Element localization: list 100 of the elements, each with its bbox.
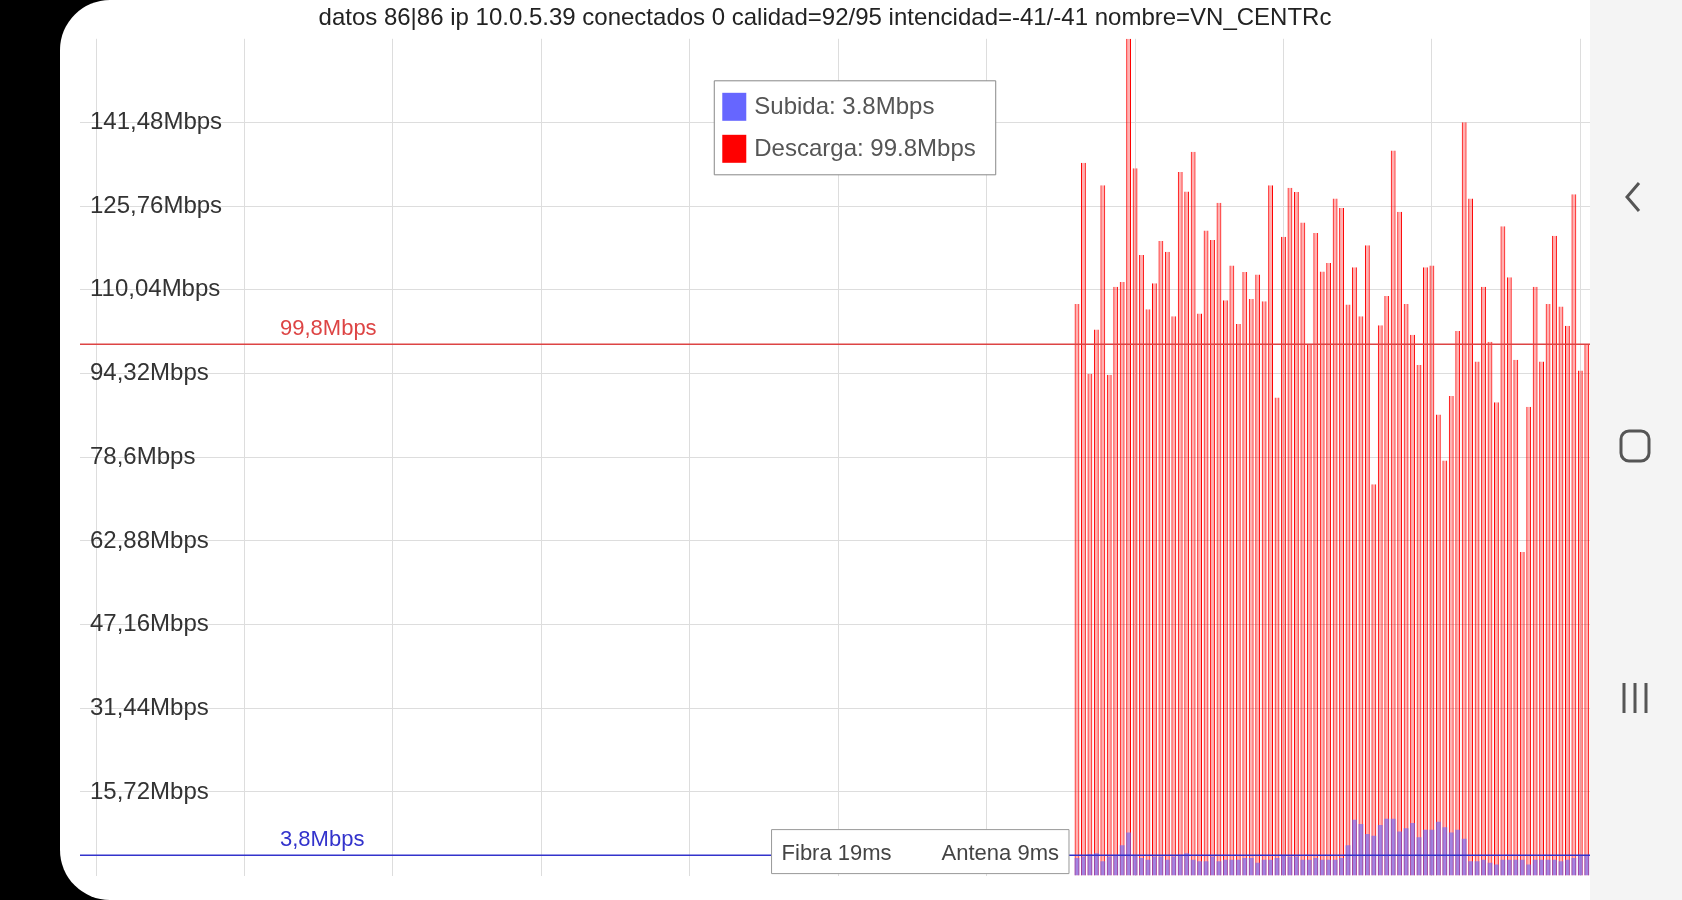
bar — [1403, 828, 1409, 876]
annotation: Antena 9ms — [941, 839, 1059, 865]
bar — [1119, 845, 1125, 876]
legend-label: Descarga: 99.8Mbps — [754, 134, 976, 162]
bar — [1377, 825, 1383, 876]
bar — [1461, 838, 1467, 876]
bar — [1177, 854, 1183, 876]
bar — [1255, 862, 1261, 876]
y-tick-label: 31,44Mbps — [90, 692, 209, 720]
bar — [1390, 818, 1396, 876]
bar — [1410, 822, 1415, 876]
annotation: Fibra 19ms — [781, 839, 892, 865]
bar — [1468, 198, 1474, 876]
bar — [1501, 226, 1505, 876]
bar — [1430, 265, 1434, 876]
bar — [1243, 271, 1247, 876]
bar — [1384, 818, 1390, 876]
bar — [1397, 211, 1403, 876]
y-tick-label: 94,32Mbps — [90, 358, 209, 386]
bar — [1158, 856, 1164, 876]
bar — [1506, 859, 1512, 876]
y-tick-label: 62,88Mbps — [90, 525, 209, 553]
bar — [1552, 859, 1557, 876]
bar — [1429, 829, 1435, 876]
bar — [1468, 861, 1474, 876]
bar — [1313, 858, 1319, 876]
bar — [1300, 859, 1306, 876]
bar — [1113, 854, 1119, 876]
bar — [1301, 222, 1305, 876]
bar — [1456, 331, 1460, 876]
bar — [1281, 854, 1286, 876]
bar — [1443, 460, 1447, 876]
bar — [1081, 856, 1086, 876]
y-tick-label: 125,76Mbps — [90, 190, 223, 218]
bar — [1210, 856, 1215, 876]
bar — [1513, 859, 1519, 876]
bar — [1230, 265, 1234, 876]
bar — [1261, 859, 1267, 876]
bar — [1481, 859, 1486, 876]
bar — [1126, 38, 1132, 876]
bar — [1339, 858, 1344, 876]
bar — [1423, 829, 1428, 876]
y-tick-label: 78,6Mbps — [90, 441, 196, 469]
bar — [1448, 832, 1454, 876]
bar — [1307, 343, 1311, 876]
bar — [1584, 854, 1590, 876]
bar — [1500, 859, 1506, 876]
y-tick-label: 47,16Mbps — [90, 609, 209, 637]
bar — [1126, 832, 1132, 876]
bar — [1268, 859, 1273, 876]
bar — [1539, 859, 1545, 876]
bar — [1184, 853, 1190, 876]
bar — [1197, 861, 1203, 876]
bar — [1577, 370, 1583, 876]
bar — [1435, 821, 1441, 876]
bar — [1293, 192, 1299, 876]
bar — [1526, 864, 1532, 876]
bar — [1385, 295, 1389, 876]
bar — [1577, 854, 1583, 876]
bar — [1222, 859, 1228, 876]
bar — [1532, 859, 1538, 876]
bar — [1455, 829, 1461, 876]
chart-title: datos 86|86 ip 10.0.5.39 conectados 0 calidad=92/95 intencidad=-41/-41 nombre=VN_CENTRc — [318, 3, 1332, 31]
bar — [1372, 484, 1376, 876]
bar — [1306, 859, 1312, 876]
bar — [1191, 151, 1195, 876]
bar — [1326, 262, 1332, 876]
ref-line-label: 99,8Mbps — [280, 315, 377, 341]
bar — [1106, 856, 1112, 876]
bar — [1114, 286, 1118, 876]
bar — [1320, 271, 1324, 876]
bar — [1152, 283, 1157, 876]
bar — [1565, 325, 1570, 876]
bar — [1572, 194, 1576, 876]
ref-line-label: 3,8Mbps — [280, 826, 365, 852]
bar — [1093, 853, 1099, 876]
y-tick-label: 15,72Mbps — [90, 776, 209, 804]
bar — [1120, 282, 1124, 876]
bar — [1358, 823, 1364, 876]
bar — [1222, 300, 1228, 876]
bar — [1197, 313, 1203, 876]
bar — [1364, 245, 1370, 876]
bar — [1565, 859, 1570, 876]
bar — [1514, 359, 1518, 876]
bar — [1359, 316, 1363, 876]
bar — [1249, 299, 1253, 876]
bar — [1527, 406, 1531, 876]
bar — [1352, 819, 1357, 876]
bar — [1235, 859, 1241, 876]
bar — [1100, 861, 1106, 876]
bar — [1172, 316, 1176, 876]
legend-label: Subida: 3.8Mbps — [754, 92, 935, 120]
bar — [1178, 171, 1182, 876]
bar — [1152, 856, 1157, 876]
bar — [1139, 858, 1144, 876]
bar — [1449, 395, 1453, 876]
bar — [1087, 854, 1093, 876]
bar — [1314, 233, 1318, 876]
bar — [1539, 361, 1545, 876]
bar — [1242, 858, 1248, 876]
